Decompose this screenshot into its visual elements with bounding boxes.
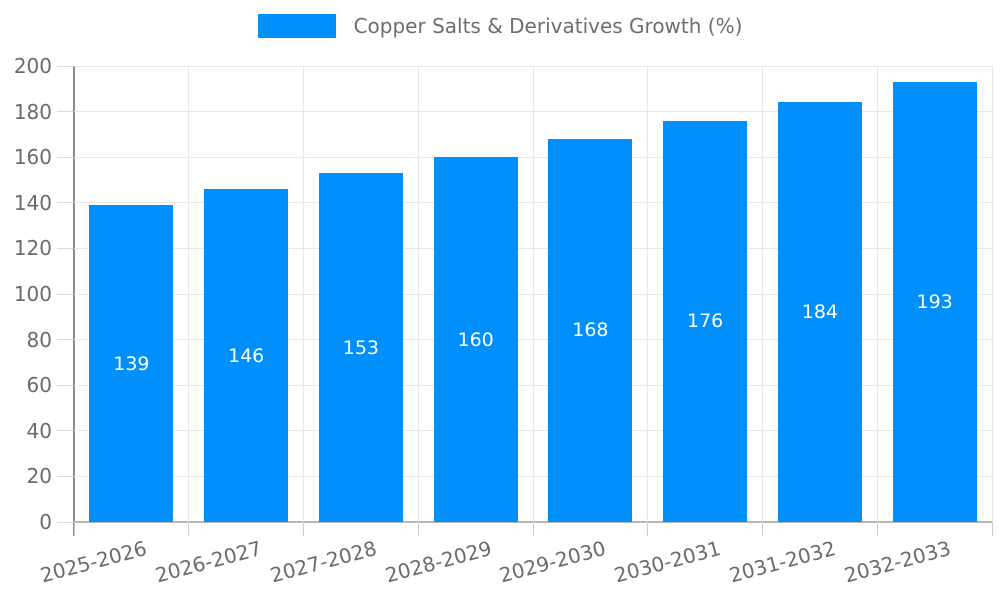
x-axis-category-label: 2026-2027 — [152, 536, 265, 588]
bar-value-label: 168 — [572, 319, 609, 342]
y-axis-line — [73, 66, 75, 536]
gridline-vertical — [991, 66, 993, 522]
y-axis-tick — [57, 202, 73, 204]
y-axis-tick — [57, 65, 73, 67]
legend: Copper Salts & Derivatives Growth (%) — [0, 14, 1000, 38]
gridline-vertical — [188, 66, 190, 522]
y-axis-tick — [57, 247, 73, 249]
x-axis-category-label: 2028-2029 — [382, 536, 494, 588]
plot-area: 139 146 153 160 168 176 184 193 — [74, 65, 993, 522]
x-axis-tick — [991, 522, 993, 536]
y-axis-tick — [57, 521, 73, 523]
bar[interactable]: 184 — [777, 102, 862, 522]
y-axis-tick-label: 180 — [13, 99, 52, 124]
x-axis-category-label: 2031-2032 — [726, 536, 839, 588]
bar-value-label: 176 — [686, 310, 724, 333]
x-axis-tick — [188, 522, 190, 536]
legend-item[interactable]: Copper Salts & Derivatives Growth (%) — [257, 14, 743, 38]
bar-value-label: 160 — [457, 328, 494, 351]
bar-value-label: 153 — [342, 336, 380, 359]
y-axis-tick — [57, 384, 73, 386]
y-axis-tick-label: 120 — [13, 236, 52, 261]
y-axis-tick — [57, 111, 73, 113]
bar[interactable]: 168 — [548, 138, 633, 522]
bar-value-label: 139 — [113, 352, 150, 375]
y-axis-tick-label: 100 — [13, 282, 52, 306]
x-axis-tick — [876, 522, 878, 536]
bar[interactable]: 139 — [89, 205, 174, 522]
y-axis-tick-label: 40 — [26, 418, 52, 443]
bar-value-label: 193 — [916, 290, 953, 313]
x-axis-tick — [532, 522, 534, 536]
x-axis-category-label: 2027-2028 — [267, 536, 380, 588]
y-axis-tick — [57, 475, 73, 477]
x-axis-tick — [417, 522, 419, 536]
y-axis-tick — [57, 293, 73, 295]
x-axis-tick — [762, 522, 763, 536]
gridline-vertical — [532, 66, 534, 522]
x-axis-category-label: 2025-2026 — [38, 536, 150, 588]
gridline-vertical — [876, 66, 878, 522]
x-axis-tick — [647, 522, 649, 536]
y-axis-tick-label: 20 — [26, 464, 52, 489]
y-axis-tick — [57, 156, 73, 158]
gridline-vertical — [762, 66, 763, 522]
y-axis-tick — [57, 339, 73, 341]
bar[interactable]: 176 — [663, 120, 748, 522]
y-axis-tick-label: 60 — [26, 373, 52, 398]
x-axis-category-label: 2029-2030 — [497, 536, 609, 588]
x-axis-category-label: 2030-2031 — [611, 536, 724, 588]
x-axis-tick — [73, 522, 75, 536]
gridline-vertical — [417, 66, 419, 522]
legend-label: Copper Salts & Derivatives Growth (%) — [353, 14, 743, 38]
x-axis-tick — [303, 522, 304, 536]
bar[interactable]: 193 — [892, 81, 977, 522]
y-axis-tick-label: 200 — [13, 54, 52, 78]
y-axis-tick-label: 0 — [39, 510, 52, 534]
bar[interactable]: 153 — [318, 173, 403, 522]
gridline-vertical — [303, 66, 304, 522]
y-axis-tick — [57, 430, 73, 432]
bar-value-label: 146 — [227, 344, 265, 367]
gridline-vertical — [647, 66, 649, 522]
y-axis-tick-label: 140 — [13, 190, 52, 215]
y-axis-tick-label: 80 — [26, 327, 52, 352]
legend-swatch-icon — [257, 14, 336, 38]
bar-value-label: 184 — [801, 301, 839, 324]
x-axis-category-label: 2032-2033 — [841, 536, 953, 588]
bar[interactable]: 160 — [433, 157, 518, 522]
y-axis-tick-label: 160 — [13, 145, 52, 170]
bar[interactable]: 146 — [204, 189, 289, 522]
